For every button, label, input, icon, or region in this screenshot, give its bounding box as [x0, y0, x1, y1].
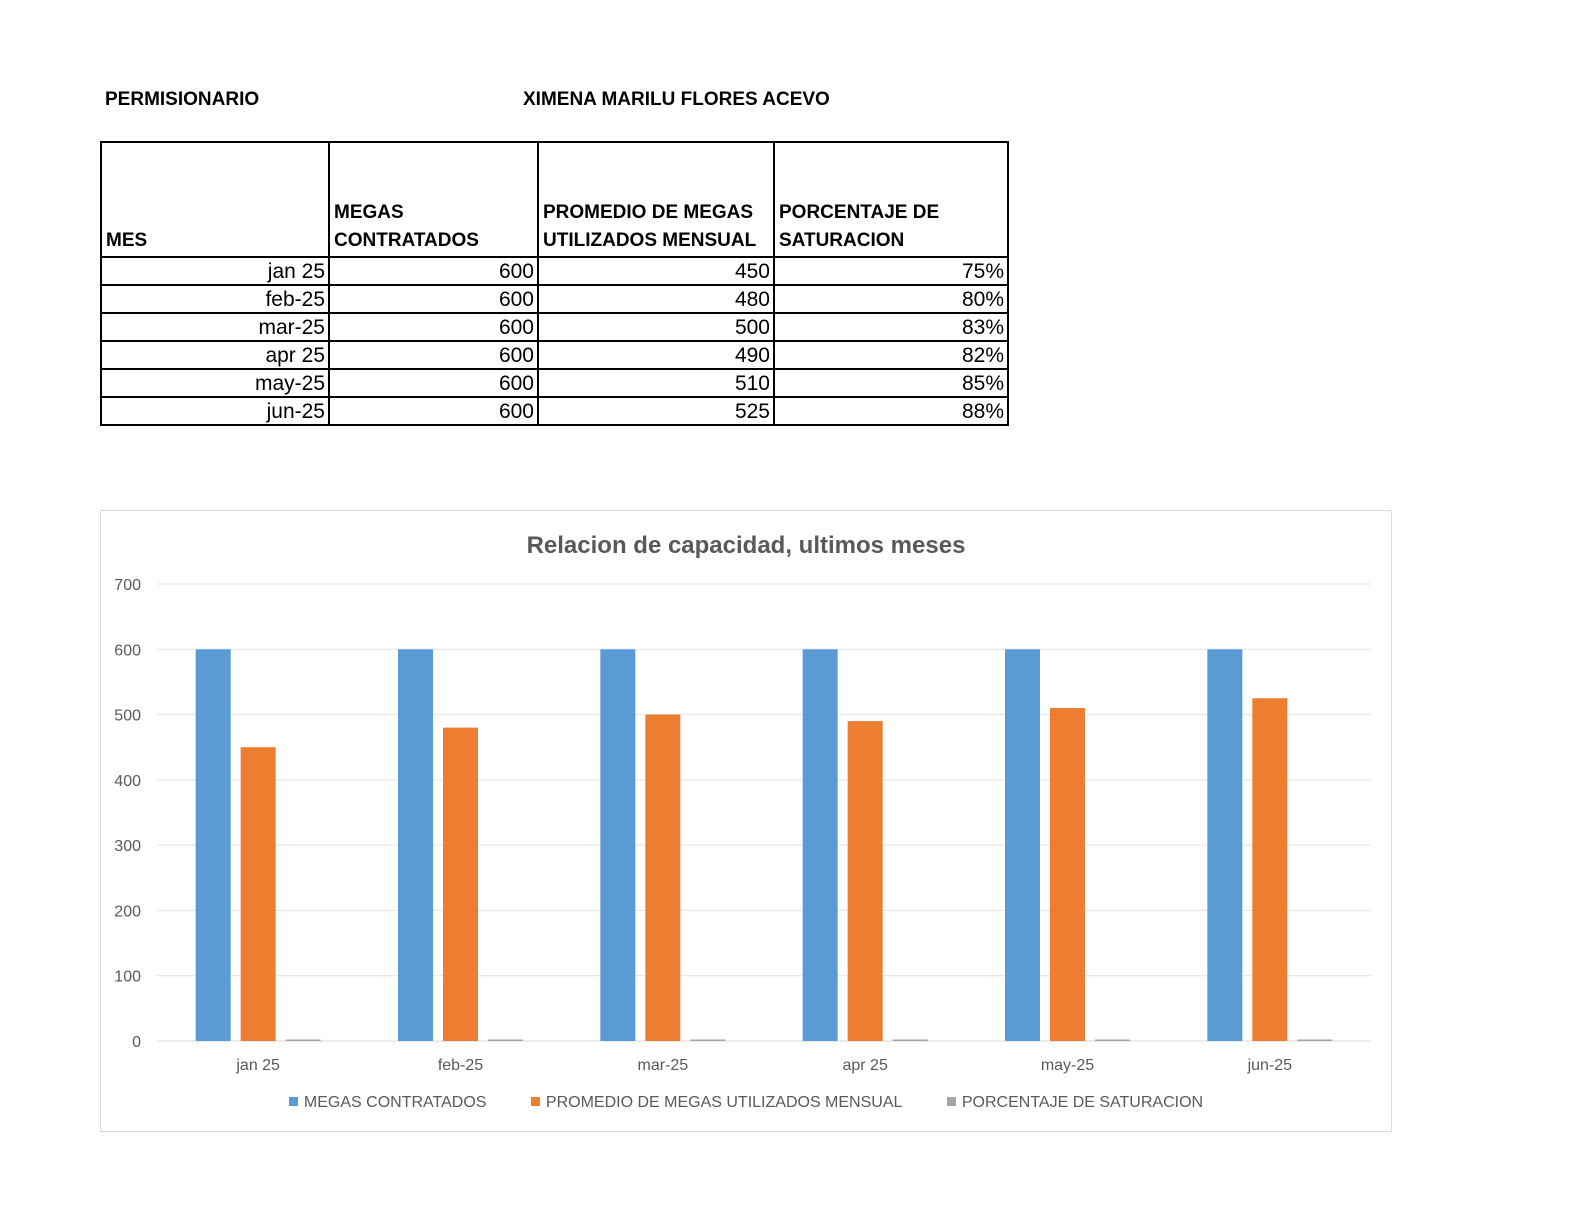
cell-promedio: 490 [537, 340, 775, 370]
y-tick-label: 0 [132, 1034, 141, 1051]
bar-3-1 [285, 1039, 321, 1041]
col-header-megas-contratados: MEGAS CONTRATADOS [328, 141, 539, 258]
cell-contratados: 600 [328, 396, 539, 426]
table-header-row: MES MEGAS CONTRATADOS PROMEDIO DE MEGAS UT… [100, 141, 1009, 258]
table-row: mar-25 600 500 83% [100, 312, 1009, 342]
bar-2-5 [1050, 708, 1085, 1041]
permisionario-label: PERMISIONARIO [105, 89, 260, 110]
saturation-table: MES MEGAS CONTRATADOS PROMEDIO DE MEGAS UT… [100, 141, 1009, 426]
cell-contratados: 600 [328, 284, 539, 314]
col-header-promedio-megas: PROMEDIO DE MEGAS UTILIZADOS MENSUAL [537, 141, 775, 258]
x-tick-label: jun-25 [1247, 1057, 1293, 1074]
x-tick-label: may-25 [1041, 1057, 1094, 1074]
cell-contratados: 600 [328, 340, 539, 370]
bar-3-3 [690, 1039, 726, 1041]
cell-contratados: 600 [328, 368, 539, 398]
cell-promedio: 500 [537, 312, 775, 342]
chart-legend: MEGAS CONTRATADOS PROMEDIO DE MEGAS UTIL… [101, 1094, 1391, 1112]
cell-mes: feb-25 [100, 284, 330, 314]
legend-item-porcentaje-saturacion: PORCENTAJE DE SATURACION [946, 1094, 1204, 1112]
bar-3-4 [892, 1039, 928, 1041]
chart-container: Relacion de capacidad, ultimos meses 0 100… [100, 510, 1392, 1132]
bar-1-5 [1005, 649, 1040, 1041]
legend-swatch-icon [288, 1097, 298, 1106]
cell-porcentaje: 88% [773, 396, 1009, 426]
legend-item-megas-contratados: MEGAS CONTRATADOS [288, 1094, 487, 1112]
cell-porcentaje: 83% [773, 312, 1009, 342]
y-tick-label: 600 [114, 642, 141, 659]
bar-chart: Relacion de capacidad, ultimos meses 0 100… [114, 532, 1371, 1074]
cell-porcentaje: 75% [773, 256, 1009, 286]
cell-promedio: 450 [537, 256, 775, 286]
chart-title: Relacion de capacidad, ultimos meses [527, 532, 966, 559]
legend-label: PORCENTAJE DE SATURACION [961, 1094, 1204, 1111]
bar-1-1 [195, 649, 231, 1041]
bar-2-3 [645, 714, 681, 1041]
y-tick-label: 100 [114, 969, 141, 986]
bar-3-2 [488, 1039, 523, 1041]
bar-1-3 [600, 649, 636, 1041]
cell-promedio: 480 [537, 284, 775, 314]
table-row: apr 25 600 490 82% [100, 340, 1009, 370]
table-row: jan 25 600 450 75% [100, 256, 1009, 286]
x-tick-label: jan 25 [235, 1057, 280, 1074]
bar-1-6 [1207, 649, 1243, 1041]
legend-swatch-icon [946, 1097, 956, 1106]
bar-3-6 [1297, 1039, 1333, 1041]
cell-mes: apr 25 [100, 340, 330, 370]
cell-contratados: 600 [328, 256, 539, 286]
table-row: jun-25 600 525 88% [100, 396, 1009, 426]
col-header-porcentaje: PORCENTAJE DE SATURACION [773, 141, 1009, 258]
bar-1-2 [398, 649, 433, 1041]
table-row: may-25 600 510 85% [100, 368, 1009, 398]
cell-porcentaje: 80% [773, 284, 1009, 314]
cell-mes: jun-25 [100, 396, 330, 426]
cell-mes: jan 25 [100, 256, 330, 286]
cell-promedio: 525 [537, 396, 775, 426]
y-tick-label: 200 [114, 903, 141, 920]
y-tick-label: 500 [114, 708, 141, 725]
y-tick-label: 700 [114, 577, 141, 594]
cell-promedio: 510 [537, 368, 775, 398]
y-tick-label: 300 [114, 838, 141, 855]
bar-2-6 [1252, 698, 1288, 1041]
x-tick-label: feb-25 [438, 1057, 483, 1074]
cell-mes: may-25 [100, 368, 330, 398]
legend-swatch-icon [530, 1097, 540, 1106]
cell-mes: mar-25 [100, 312, 330, 342]
legend-label: MEGAS CONTRATADOS [303, 1094, 487, 1111]
cell-porcentaje: 85% [773, 368, 1009, 398]
bar-1-4 [802, 649, 838, 1041]
bar-3-5 [1095, 1039, 1130, 1041]
table-row: feb-25 600 480 80% [100, 284, 1009, 314]
bar-2-2 [443, 727, 478, 1041]
legend-label: PROMEDIO DE MEGAS UTILIZADOS MENSUAL [545, 1094, 903, 1111]
x-tick-label: apr 25 [842, 1057, 887, 1074]
bar-2-4 [847, 721, 883, 1041]
bar-2-1 [240, 747, 276, 1041]
legend-item-promedio-megas: PROMEDIO DE MEGAS UTILIZADOS MENSUAL [530, 1094, 903, 1112]
cell-porcentaje: 82% [773, 340, 1009, 370]
permisionario-name: XIMENA MARILU FLORES ACEVO [523, 89, 830, 110]
y-tick-label: 400 [114, 773, 141, 790]
col-header-mes: MES [100, 141, 330, 258]
cell-contratados: 600 [328, 312, 539, 342]
x-tick-label: mar-25 [637, 1057, 688, 1074]
